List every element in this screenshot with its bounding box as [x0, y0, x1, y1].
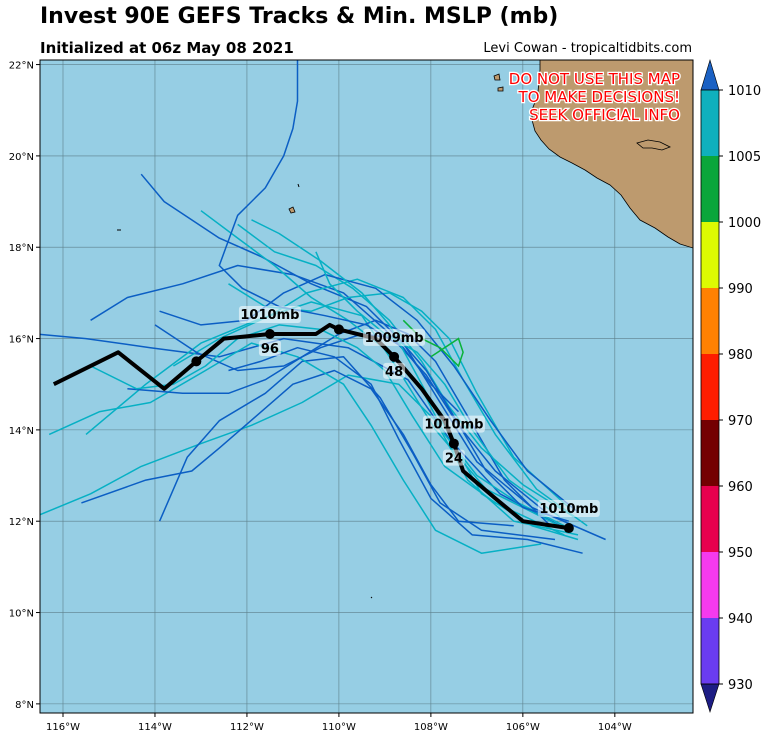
member-track-18 — [315, 251, 561, 518]
colorbar-tick-label: 930 — [728, 678, 753, 693]
colorbar-tick-label: 960 — [728, 480, 753, 495]
colorbar-segment — [701, 618, 719, 684]
colorbar-segment — [701, 90, 719, 156]
colorbar-tick-label: 1010 — [728, 84, 761, 99]
san-benedicto-island — [297, 183, 300, 188]
colorbar-segment — [701, 288, 719, 354]
pressure-label: 1009mb — [365, 331, 424, 346]
warning-line: SEEK OFFICIAL INFO — [529, 106, 680, 124]
warning-line: TO MAKE DECISIONS! — [518, 88, 680, 106]
pressure-label-bg — [422, 415, 485, 433]
colorbar-tick-label: 970 — [728, 414, 753, 429]
mean-track-marker — [389, 351, 400, 362]
colorbar-tick-label: 940 — [728, 612, 753, 627]
member-track-9 — [81, 369, 514, 527]
map-title: Invest 90E GEFS Tracks & Min. MSLP (mb) — [40, 4, 559, 29]
colorbar-segment — [701, 156, 719, 222]
pressure-label-bg — [537, 500, 600, 518]
land-layer — [117, 60, 693, 599]
lon-tick-label: 108°W — [414, 722, 448, 733]
colorbar-tick-label: 980 — [728, 348, 753, 363]
colorbar-segment — [701, 552, 719, 618]
pressure-label: 1010mb — [240, 308, 299, 323]
forecast-hour-label: 24 — [445, 452, 463, 467]
mean-track-marker — [191, 356, 202, 367]
mean-track-marker — [264, 328, 275, 339]
lat-tick-label: 14°N — [9, 426, 34, 437]
pressure-label-bg — [363, 328, 426, 346]
socorro-island — [288, 206, 296, 214]
mean-track-line — [52, 322, 570, 531]
member-track-5 — [90, 264, 547, 513]
colorbar-top-arrow — [700, 58, 720, 91]
forecast-hour-label: 96 — [261, 342, 279, 357]
coast-rock — [493, 73, 501, 81]
hour-label-bg — [383, 362, 406, 379]
pressure-label-bg — [238, 305, 301, 323]
lon-tick-label: 110°W — [322, 722, 356, 733]
lat-tick-label: 10°N — [9, 609, 34, 620]
lat-tick-label: 18°N — [9, 243, 34, 254]
member-track-11 — [159, 273, 579, 513]
lat-tick-label: 20°N — [9, 152, 34, 163]
colorbar-frame — [700, 89, 720, 685]
coast-rock-2 — [497, 86, 504, 92]
mean-track-marker — [333, 324, 344, 335]
ensemble-mean: 1010mb 1010mb 24 1009mb 48 1010mb 96 — [52, 305, 600, 534]
axis-ticks: 116°W 114°W 112°W 110°W 108°W 106°W 104°W 8°N 10… — [9, 61, 632, 733]
hour-label-bg — [442, 449, 465, 466]
lat-tick-label: 16°N — [9, 335, 34, 346]
pressure-label: 1010mb — [424, 418, 483, 433]
lat-tick-label: 22°N — [9, 61, 34, 72]
colorbar-segment — [701, 354, 719, 420]
member-track-12 — [48, 342, 542, 554]
lat-tick-label: 12°N — [9, 517, 34, 528]
member-track-3 — [140, 173, 606, 541]
mexico-coastline — [531, 60, 693, 249]
member-track-7 — [158, 356, 556, 541]
hour-label-bg — [258, 339, 281, 356]
member-track-10 — [173, 278, 588, 527]
lon-tick-label: 116°W — [46, 722, 80, 733]
init-time: Initialized at 06z May 08 2021 — [40, 39, 294, 57]
colorbar-segment — [701, 222, 719, 288]
warning-line: DO NOT USE THIS MAP — [509, 70, 680, 88]
lon-tick-label: 114°W — [138, 722, 172, 733]
lat-tick-label: 8°N — [15, 700, 34, 711]
colorbar-tick-label: 990 — [728, 282, 753, 297]
member-track-1 — [40, 333, 570, 531]
colorbar-tick-label: 1000 — [728, 216, 761, 231]
map-frame — [39, 59, 694, 714]
islas-marias — [636, 139, 671, 151]
credit: Levi Cowan - tropicaltidbits.com — [483, 41, 692, 56]
mean-track-marker — [563, 523, 574, 534]
colorbar: 1010 1005 1000 990 980 970 960 950 940 930 — [700, 58, 761, 713]
pressure-label: 1010mb — [539, 502, 598, 517]
forecast-hour-label: 48 — [385, 365, 403, 380]
colorbar-segment — [701, 420, 719, 486]
lon-tick-label: 104°W — [598, 722, 632, 733]
lon-tick-label: 112°W — [230, 722, 264, 733]
small-rock — [370, 596, 373, 599]
colorbar-bottom-arrow — [700, 683, 720, 713]
member-track-4 — [40, 374, 579, 536]
colorbar-tick-label: 1005 — [728, 150, 761, 165]
colorbar-tick-label: 950 — [728, 546, 753, 561]
colorbar-segment — [701, 486, 719, 552]
mean-track-marker — [448, 438, 459, 449]
lon-tick-label: 106°W — [506, 722, 540, 733]
